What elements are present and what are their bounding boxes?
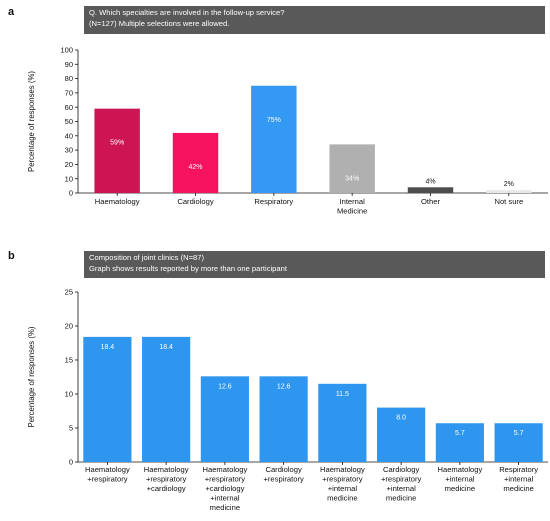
y-tick-label: 0: [69, 189, 73, 198]
x-tick-label: Respiratory: [254, 197, 293, 206]
panel-b-title: Composition of joint clinics (N=87) Grap…: [84, 251, 545, 278]
x-tick-label: Haematology +internal medicine: [438, 465, 483, 493]
x-tick-label: Cardiology: [177, 197, 214, 206]
bar-value-label: 11.5: [336, 391, 349, 398]
y-tick-label: 100: [60, 46, 73, 55]
x-tick-label: Haematology +respiratory +internal medicine: [320, 465, 365, 503]
y-tick-label: 25: [65, 288, 73, 297]
bar-value-label: 34%: [345, 175, 359, 182]
y-tick-label: 20: [65, 160, 73, 169]
y-tick-label: 90: [65, 60, 73, 69]
y-tick-label: 30: [65, 146, 73, 155]
bar-value-label: 5.7: [455, 430, 465, 437]
y-axis-label: Percentage of responses (%): [27, 71, 36, 172]
x-tick-label: Respiratory +internal medicine: [499, 465, 538, 493]
bar: [200, 376, 249, 462]
bar-value-label: 5.7: [514, 430, 524, 437]
panel-b-letter: b: [8, 250, 15, 262]
y-tick-label: 40: [65, 131, 73, 140]
x-tick-label: Internal Medicine: [337, 197, 367, 216]
bar-value-label: 12.6: [277, 383, 291, 390]
y-tick-label: 80: [65, 74, 73, 83]
y-tick-label: 15: [65, 356, 73, 365]
bar: [142, 336, 191, 462]
bar: [172, 132, 219, 193]
bar-value-label: 18.4: [159, 344, 173, 351]
y-tick-label: 70: [65, 89, 73, 98]
panel-b-title-line-2: Graph shows results reported by more tha…: [89, 263, 287, 273]
x-tick-label: Haematology: [95, 197, 140, 206]
bar: [318, 383, 367, 462]
x-tick-label: Other: [421, 197, 440, 206]
bar: [259, 376, 308, 462]
bar: [329, 144, 375, 193]
y-tick-label: 5: [69, 424, 73, 433]
bar: [94, 108, 140, 193]
bar-value-label: 8.0: [396, 415, 406, 422]
bar: [377, 407, 426, 462]
panel-a-title-line-1: Q. Which specialties are involved in the…: [89, 8, 285, 17]
bar: [486, 190, 532, 193]
panel-b-title-line-1: Composition of joint clinics (N=87): [89, 253, 205, 262]
y-tick-label: 20: [65, 322, 73, 331]
x-tick-label: Haematology +respiratory +cardiology: [144, 465, 189, 493]
panel-a-title-line-2: (N=127) Multiple selections were allowed…: [89, 18, 230, 28]
bar-value-label: 12.6: [218, 383, 232, 390]
x-tick-label: Cardiology +respiratory +internal medicine: [381, 465, 422, 503]
bar: [251, 85, 297, 193]
y-tick-label: 0: [69, 458, 73, 467]
bar-value-label: 18.4: [101, 344, 115, 351]
bar-value-label: 4%: [425, 178, 435, 185]
y-tick-label: 10: [65, 390, 73, 399]
x-tick-label: Haematology +respiratory +cardiology +inter…: [203, 465, 248, 512]
bar-value-label: 2%: [504, 181, 514, 188]
y-tick-label: 60: [65, 103, 73, 112]
bar: [83, 336, 132, 462]
x-tick-label: Haematology +respiratory: [85, 465, 130, 484]
bar: [407, 187, 454, 193]
x-tick-label: Not sure: [494, 197, 523, 206]
x-tick-label: Cardiology +respiratory: [263, 465, 304, 484]
bar-value-label: 42%: [188, 164, 202, 171]
bar-value-label: 59%: [110, 140, 124, 147]
y-axis-label: Percentage of responses (%): [27, 326, 36, 427]
bar-value-label: 75%: [267, 117, 281, 124]
panel-a-letter: a: [8, 6, 15, 18]
chart-a: 0 10 20 30 40 50 60 70 80 90 100 Percentage of resp…: [27, 46, 548, 216]
y-tick-label: 10: [65, 174, 73, 183]
bar: [435, 423, 484, 462]
bar: [494, 423, 543, 462]
panel-a-title: Q. Which specialties are involved in the…: [84, 6, 545, 34]
y-tick-label: 50: [65, 117, 73, 126]
chart-b: 0 5 10 15 20 25 Percentage of responses (%) 18.…: [27, 288, 548, 512]
